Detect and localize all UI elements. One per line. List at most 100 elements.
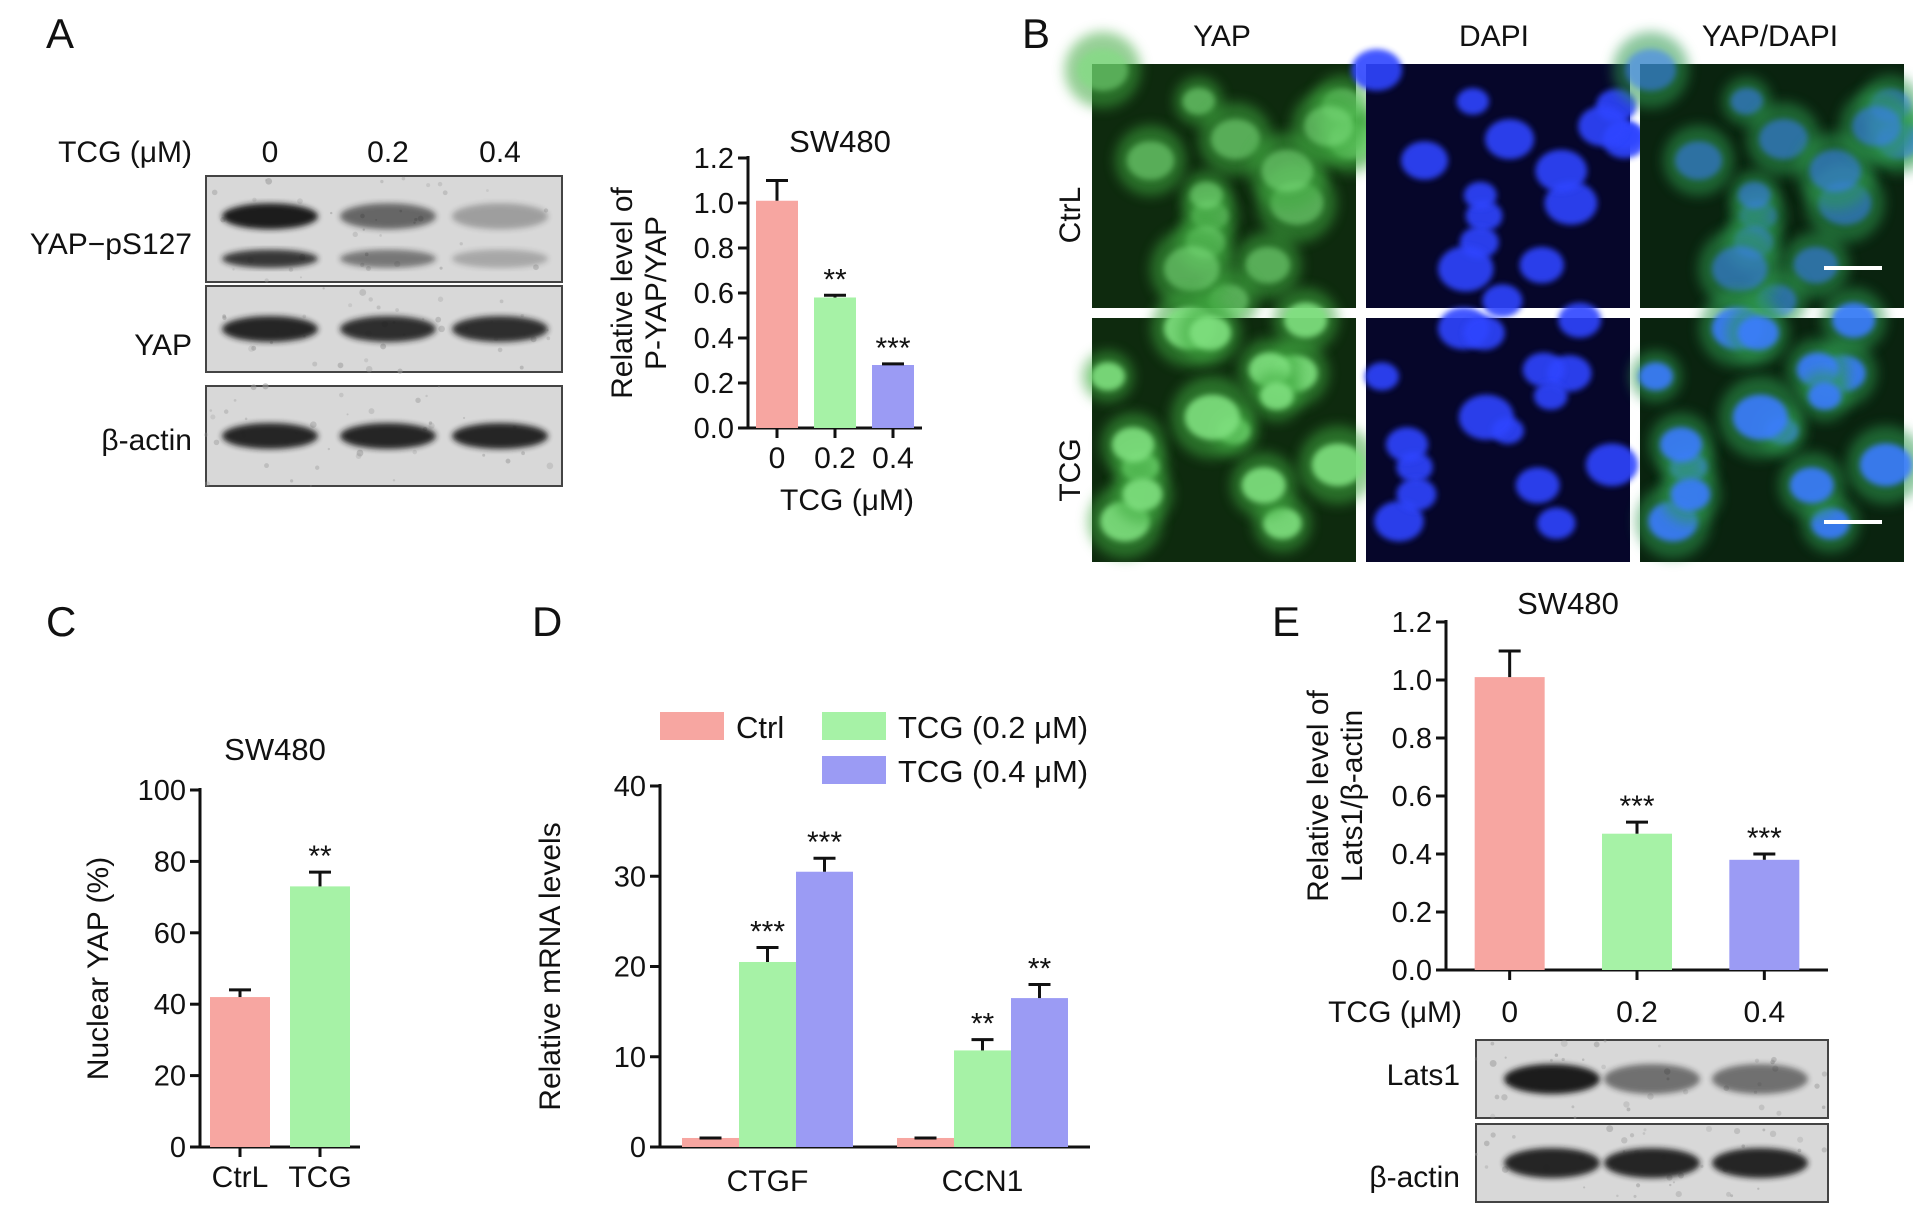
chart-d-mrna-levels: 0 10 20 30 40 CTGF *** *** CCN1 ** ** Relative mRNA… <box>534 710 1090 1198</box>
cell-nucleus <box>1465 200 1503 232</box>
blot-speck <box>1571 1105 1575 1109</box>
cell-nucleus <box>1807 382 1842 410</box>
blot-speck <box>1657 1044 1661 1048</box>
blot-speck <box>1797 1136 1804 1143</box>
blot-speck <box>288 267 294 272</box>
legend-swatch <box>822 712 886 740</box>
blot-speck <box>315 465 320 470</box>
legend-label: TCG (0.4 μM) <box>898 754 1088 789</box>
blot-speck <box>264 178 268 182</box>
blot-speck <box>362 228 365 231</box>
blot-speck <box>1490 1113 1496 1119</box>
cell-nucleus <box>1284 302 1328 338</box>
blot-speck <box>1635 1183 1641 1188</box>
blot-speck <box>437 385 441 388</box>
blot-speck <box>365 265 371 271</box>
blot-speck <box>1769 1130 1777 1138</box>
blot-speck <box>380 179 384 184</box>
blot-band <box>1712 1148 1808 1178</box>
chart-e-lats1-ratio: 0.0 0.2 0.4 0.6 0.8 1.0 1.2 0 0.2 *** 0.4 *** SW480 R… <box>1302 586 1828 1029</box>
bar <box>739 961 796 1147</box>
cell-nucleus <box>1670 478 1711 511</box>
blot-speck <box>435 316 442 323</box>
blot-speck <box>519 365 524 370</box>
blot-speck <box>309 484 312 487</box>
blot-speck <box>244 417 248 421</box>
blot-a-dose-label: 0 <box>262 136 279 169</box>
blot-speck <box>1642 1132 1646 1135</box>
blot-speck <box>297 198 303 204</box>
blot-speck <box>1741 1144 1745 1148</box>
panel-b-immunofluorescence: YAP DAPI YAP/DAPI CtrL TCG <box>1054 20 1913 562</box>
cell-nucleus <box>1558 302 1602 338</box>
blot-speck <box>376 305 381 310</box>
y-tick-label: 10 <box>614 1042 646 1074</box>
significance-label: ** <box>308 840 332 873</box>
blot-speck <box>222 314 227 319</box>
x-axis-label: TCG (μM) <box>1328 996 1462 1029</box>
y-axis-label: Nuclear YAP (%) <box>82 857 115 1080</box>
blot-speck <box>1603 1039 1607 1043</box>
panel-label-b: B <box>1022 10 1050 57</box>
blot-speck <box>428 422 435 429</box>
chart-title: SW480 <box>789 124 891 159</box>
blot-a-row-label: YAP−pS127 <box>30 228 192 261</box>
blot-speck <box>368 408 375 415</box>
blot-speck <box>1483 1140 1490 1147</box>
blot-speck <box>1821 1071 1828 1077</box>
cell-nucleus <box>1759 118 1809 160</box>
blot-speck <box>348 303 353 308</box>
y-tick-label: 0.8 <box>1392 723 1432 755</box>
blot-speck <box>251 345 257 351</box>
cell-nucleus <box>1809 149 1862 193</box>
blot-speck <box>1489 1059 1497 1067</box>
cell-nucleus <box>1182 88 1216 115</box>
y-tick-label: 0 <box>630 1132 646 1164</box>
bar <box>682 1137 739 1147</box>
panel-a-western-blot: TCG (μM) 0 0.2 0.4 YAP−pS127 YAP β-actin <box>30 136 563 487</box>
cell-nucleus <box>1127 141 1175 180</box>
y-axis-label: Relative mRNA levels <box>534 822 567 1110</box>
x-tick-label: CCN1 <box>942 1165 1024 1198</box>
bar <box>1474 677 1545 970</box>
y-tick-label: 0.4 <box>1392 839 1432 871</box>
y-tick-label: 0.6 <box>694 278 734 310</box>
blot-speck <box>1550 1058 1553 1062</box>
cell-nucleus <box>1638 362 1674 391</box>
blot-speck <box>533 264 539 271</box>
blot-speck <box>1490 1041 1495 1046</box>
cell-nucleus <box>1793 246 1839 284</box>
cell-nucleus <box>1189 315 1231 351</box>
blot-speck <box>1683 1089 1689 1095</box>
blot-a-treatment-label: TCG (μM) <box>58 136 192 169</box>
bar <box>872 365 914 428</box>
bar <box>290 886 350 1147</box>
legend-swatch <box>822 756 886 784</box>
x-tick-label: 0.2 <box>1616 996 1658 1029</box>
cell-nucleus <box>1859 443 1913 487</box>
blot-speck <box>264 463 269 469</box>
blot-speck <box>359 289 367 296</box>
y-tick-label: 30 <box>614 861 646 893</box>
blot-speck <box>233 399 237 402</box>
blot-band <box>1604 1148 1700 1178</box>
cell-nucleus <box>1789 467 1834 504</box>
blot-speck <box>327 447 331 451</box>
blot-speck <box>462 416 466 420</box>
blot-speck <box>379 234 382 237</box>
x-tick-label: 0 <box>769 442 786 475</box>
blot-speck <box>1616 1194 1619 1198</box>
cell-nucleus <box>1730 88 1764 115</box>
cell-nucleus <box>1241 467 1286 504</box>
blot-speck <box>264 278 269 283</box>
blot-e-row-label: Lats1 <box>1387 1059 1460 1092</box>
blot-band <box>1504 1148 1600 1178</box>
blot-speck <box>352 231 358 238</box>
blot-speck <box>1484 1165 1489 1169</box>
cell-nucleus <box>1122 478 1163 511</box>
cell-nucleus <box>1832 302 1876 338</box>
blot-speck <box>1643 1128 1647 1132</box>
significance-label: ** <box>1028 953 1052 986</box>
significance-label: ** <box>823 263 847 296</box>
blot-speck <box>364 358 369 363</box>
